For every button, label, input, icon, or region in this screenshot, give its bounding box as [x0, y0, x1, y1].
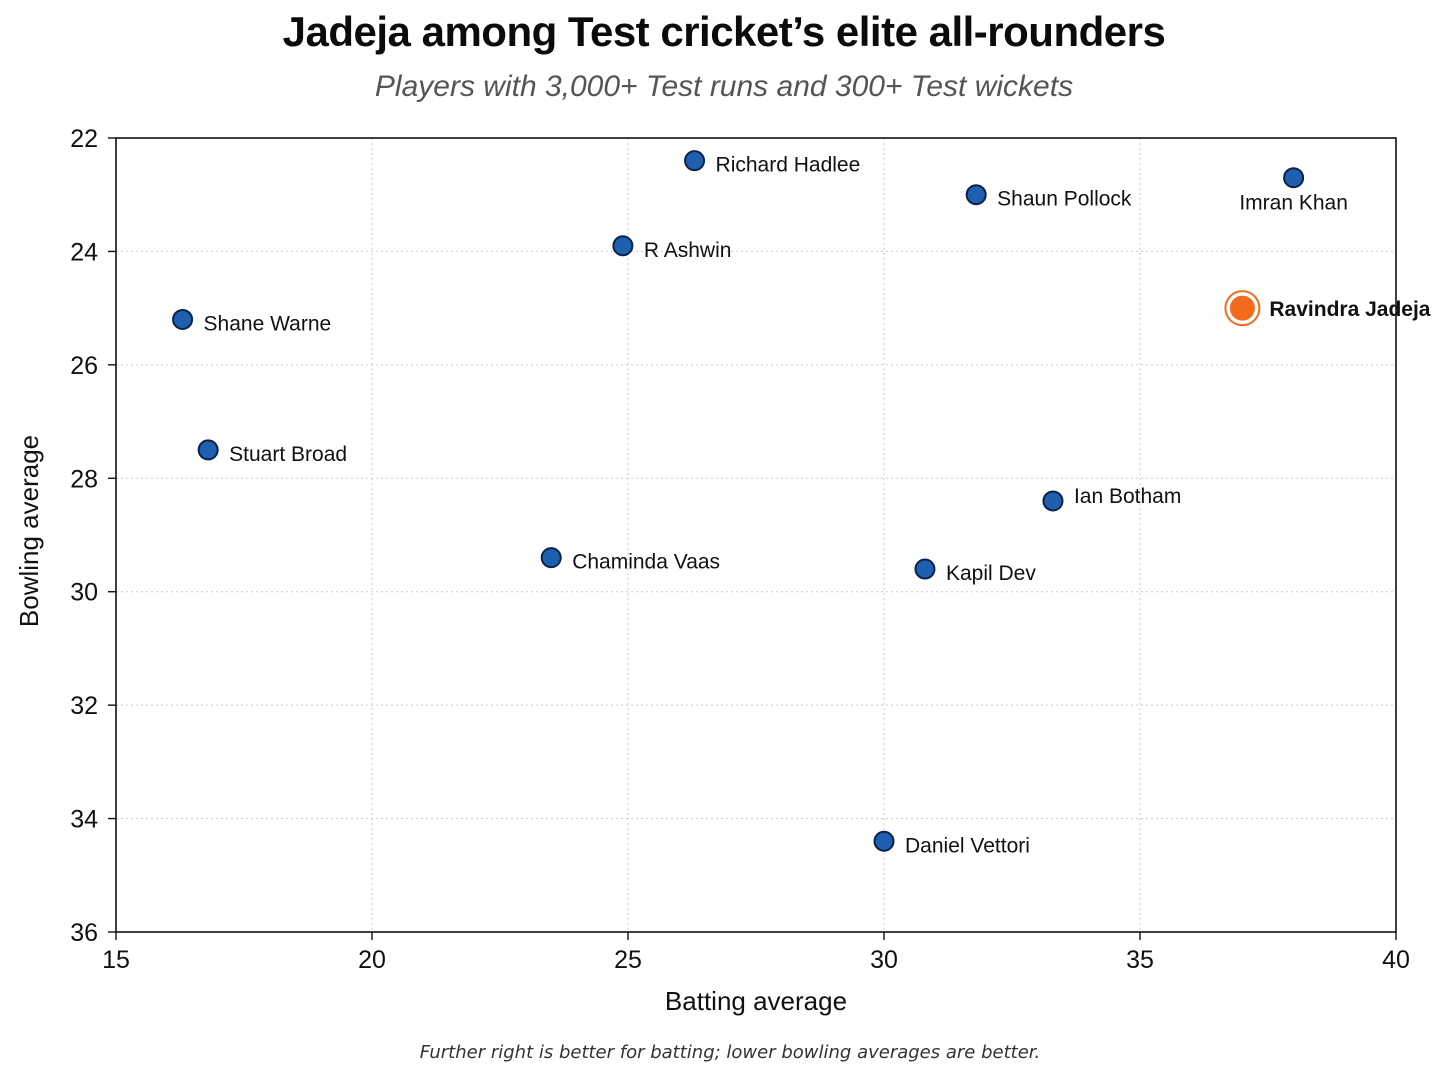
y-tick-label: 26 [70, 352, 98, 380]
y-tick-label: 32 [70, 692, 98, 720]
x-tick-label: 40 [1382, 946, 1410, 974]
point-label: R Ashwin [644, 239, 732, 262]
chart-footnote: Further right is better for batting; low… [419, 1042, 1041, 1063]
x-axis-label: Batting average [665, 986, 847, 1016]
data-point-highlight [1229, 295, 1255, 321]
point-label: Ravindra Jadeja [1269, 298, 1430, 321]
data-point [540, 547, 562, 569]
y-axis-label: Bowling average [14, 435, 44, 627]
data-point [197, 439, 219, 461]
chart-title: Jadeja among Test cricket’s elite all-ro… [282, 8, 1166, 55]
x-tick-label: 15 [102, 946, 130, 974]
data-point [965, 184, 987, 206]
data-point [172, 308, 194, 330]
point-label: Stuart Broad [229, 443, 347, 466]
y-tick-label: 30 [70, 579, 98, 607]
x-tick-label: 25 [614, 946, 642, 974]
x-tick-label: 30 [870, 946, 898, 974]
data-point [873, 830, 895, 852]
point-label: Shaun Pollock [997, 188, 1132, 211]
data-point [684, 150, 706, 172]
x-tick-label: 20 [358, 946, 386, 974]
y-tick-label: 34 [70, 806, 98, 834]
point-label: Shane Warne [204, 312, 332, 335]
x-tick-label: 35 [1126, 946, 1154, 974]
point-label: Ian Botham [1074, 485, 1181, 508]
chart-subtitle: Players with 3,000+ Test runs and 300+ T… [374, 70, 1074, 103]
data-point [914, 558, 936, 580]
point-label: Kapil Dev [946, 562, 1036, 585]
y-tick-label: 28 [70, 465, 98, 493]
point-label: Imran Khan [1239, 192, 1348, 215]
y-tick-label: 24 [70, 238, 98, 266]
data-point [612, 235, 634, 257]
scatter-chart: 15 20 25 30 35 40 22 24 26 28 30 32 34 36 Batting aver… [14, 125, 1431, 1016]
plot-frame [115, 137, 1397, 933]
y-tick-label: 36 [70, 919, 98, 947]
point-label: Chaminda Vaas [572, 551, 720, 574]
point-label: Daniel Vettori [905, 834, 1030, 857]
data-point [1042, 490, 1064, 512]
y-tick-label: 22 [70, 125, 98, 153]
point-label: Richard Hadlee [716, 154, 861, 177]
data-point [1283, 167, 1305, 189]
